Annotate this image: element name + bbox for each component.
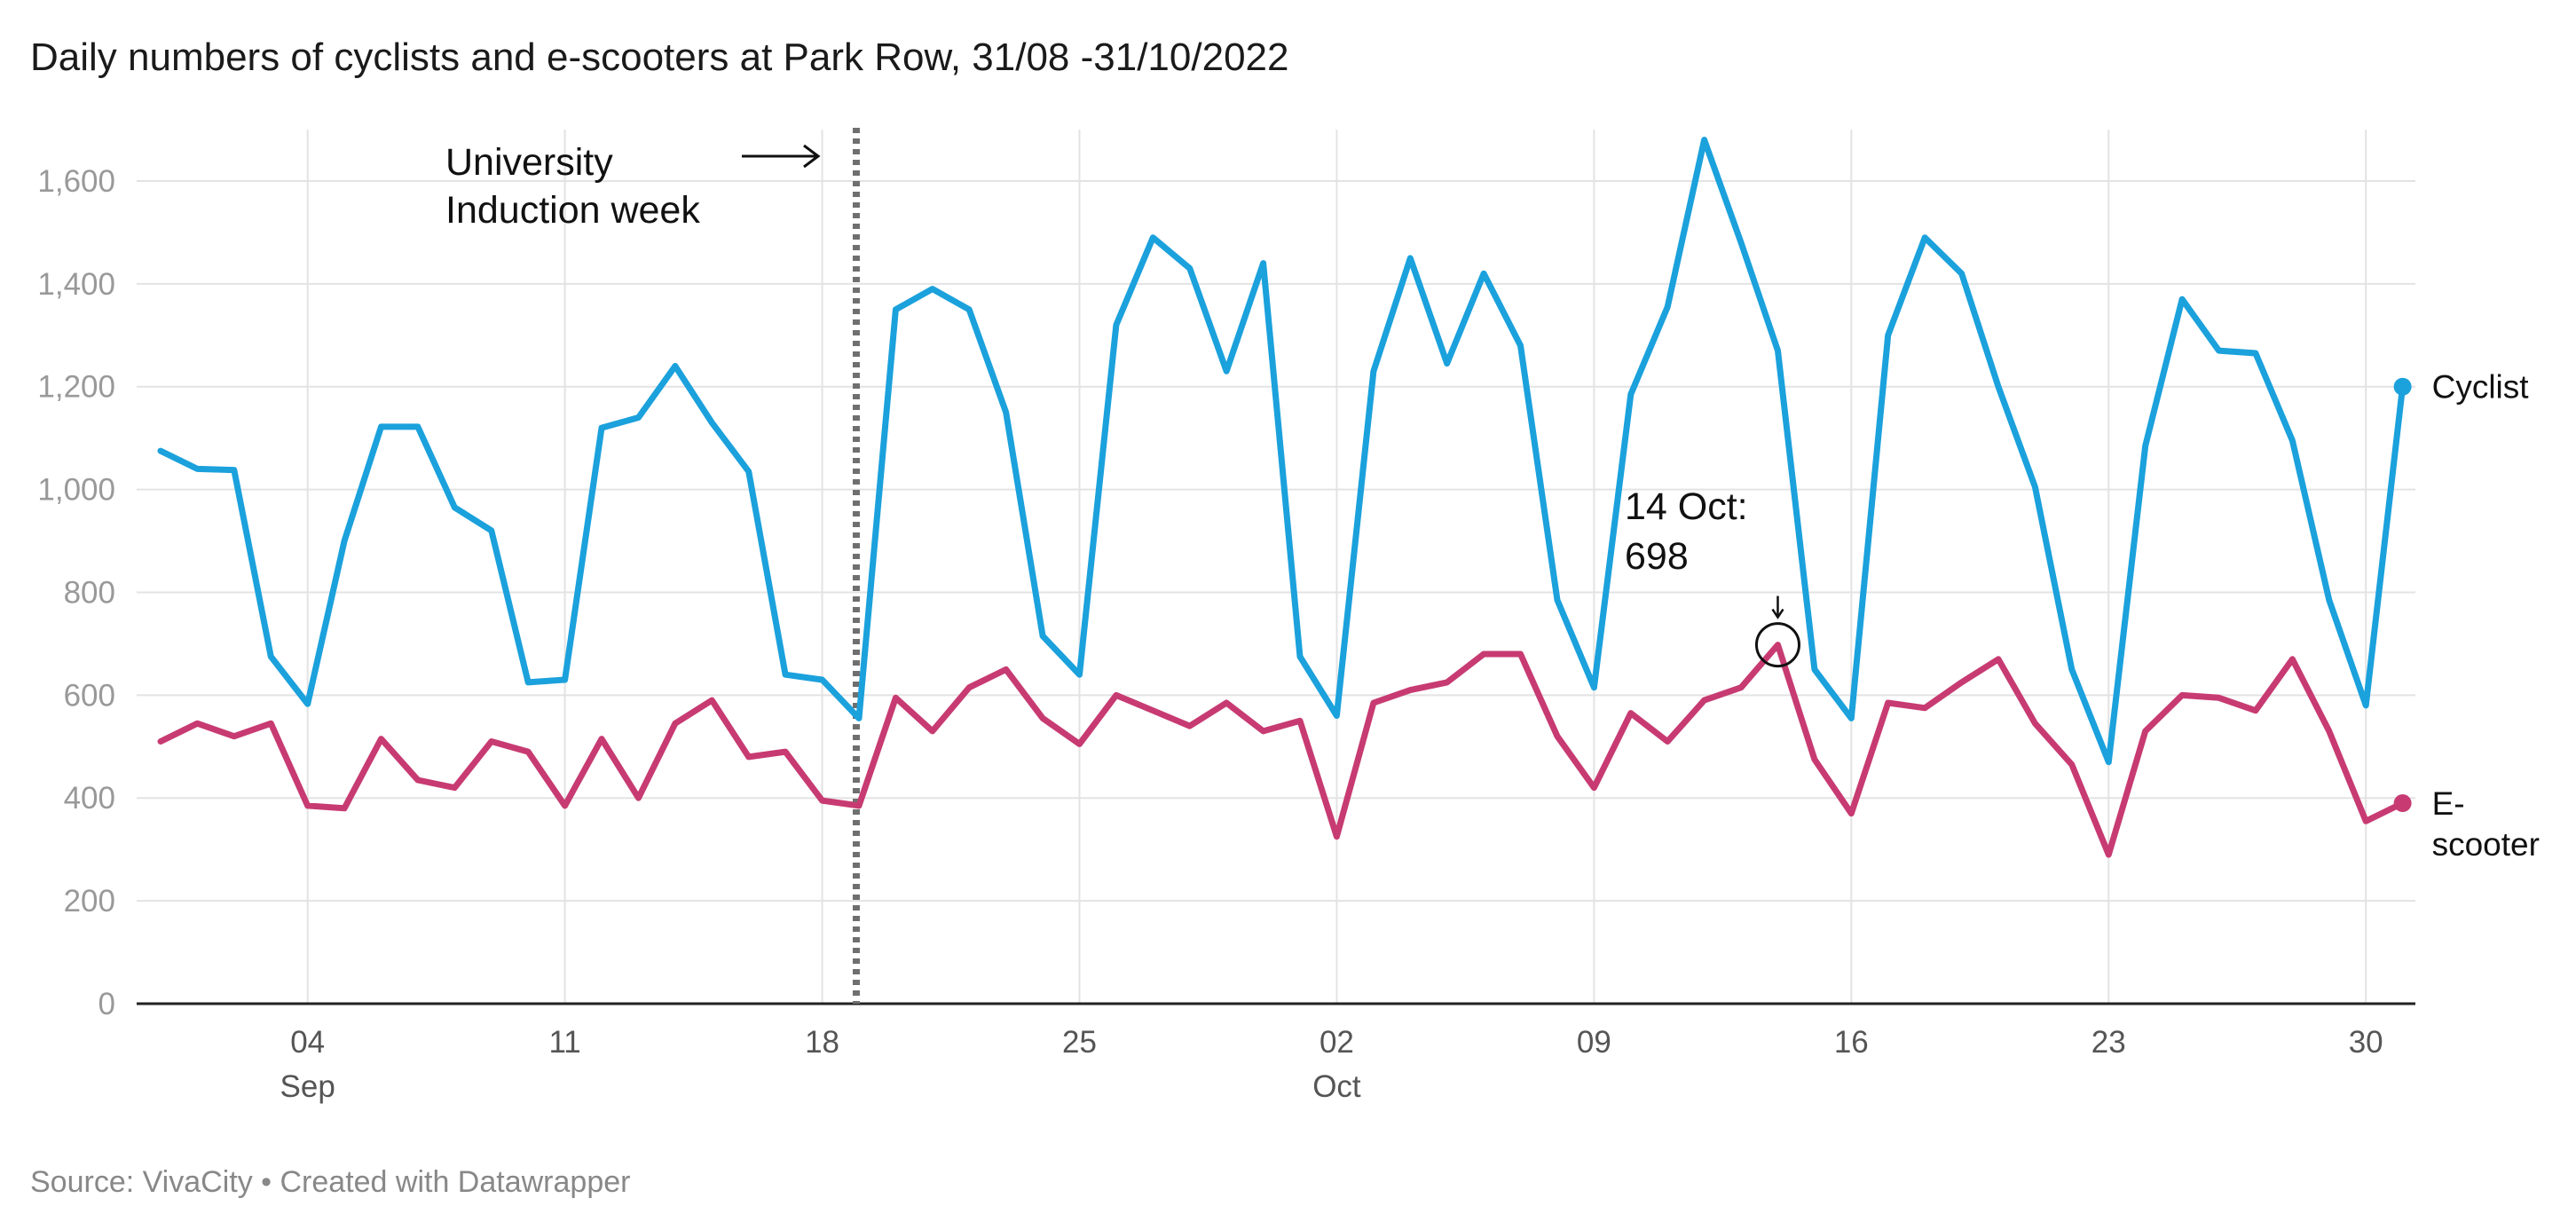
legend-escooter-label-line2: scooter [2432, 826, 2540, 863]
x-tick-label: 23 [2092, 1025, 2126, 1060]
source-credit: Source: VivaCity • Created with Datawrap… [30, 1165, 630, 1199]
induction-annotation-line2: Induction week [445, 189, 700, 232]
series-end-dots [2393, 377, 2412, 813]
x-tick-labels: 04 Sep 11 18 25 02 Oct 09 16 23 30 [280, 1025, 2383, 1104]
peak-annotation: 14 Oct: 698 [1625, 485, 1800, 668]
y-tick-label: 1,600 [37, 164, 115, 199]
legend-cyclist-label: Cyclist [2432, 369, 2530, 406]
peak-annotation-line2: 698 [1625, 535, 1689, 578]
peak-annotation-line1: 14 Oct: [1625, 485, 1748, 528]
x-tick-label: 11 [548, 1025, 580, 1060]
x-tick-label: 09 [1577, 1025, 1611, 1060]
x-tick-month-label: Sep [280, 1069, 335, 1104]
induction-annotation: University Induction week [445, 141, 821, 232]
x-tick-label: 02 [1320, 1025, 1354, 1060]
y-tick-labels: 0 200 400 600 800 1,000 1,200 1,400 1,600 [37, 164, 115, 1021]
y-tick-label: 0 [98, 987, 115, 1021]
y-tick-label: 600 [64, 678, 115, 713]
x-tick-label: 16 [1834, 1025, 1869, 1060]
peak-arrowhead-icon [1771, 608, 1784, 619]
x-tick-label: 30 [2349, 1025, 2383, 1060]
series-line-escooter [157, 642, 2407, 858]
peak-highlight-circle [1754, 622, 1800, 668]
y-tick-label: 1,000 [37, 473, 115, 508]
legend-escooter-label-line1: E- [2432, 785, 2465, 822]
plot-area: 0 200 400 600 800 1,000 1,200 1,400 1,600 04 Sep 1… [37, 128, 2415, 1104]
x-tick-label: 04 [290, 1025, 325, 1060]
y-tick-label: 400 [64, 781, 115, 816]
y-gridlines [137, 179, 2415, 903]
chart-title: Daily numbers of cyclists and e-scooters… [30, 35, 1288, 79]
y-tick-label: 800 [64, 575, 115, 610]
series-layer [157, 137, 2407, 858]
y-tick-label: 200 [64, 884, 115, 918]
series-line-cyclist [157, 137, 2407, 766]
y-tick-label: 1,400 [37, 267, 115, 302]
induction-arrowhead-icon [803, 144, 821, 169]
x-tick-label: 18 [805, 1025, 839, 1060]
x-tick-month-label: Oct [1312, 1069, 1361, 1104]
series-end-dot-escooter [2393, 794, 2412, 813]
induction-annotation-line1: University [445, 141, 613, 184]
series-end-dot-cyclist [2393, 377, 2412, 396]
legend: Cyclist E- scooter [2432, 369, 2540, 863]
y-tick-label: 1,200 [37, 370, 115, 405]
x-gridlines [306, 130, 2367, 1004]
x-tick-label: 25 [1062, 1025, 1097, 1060]
